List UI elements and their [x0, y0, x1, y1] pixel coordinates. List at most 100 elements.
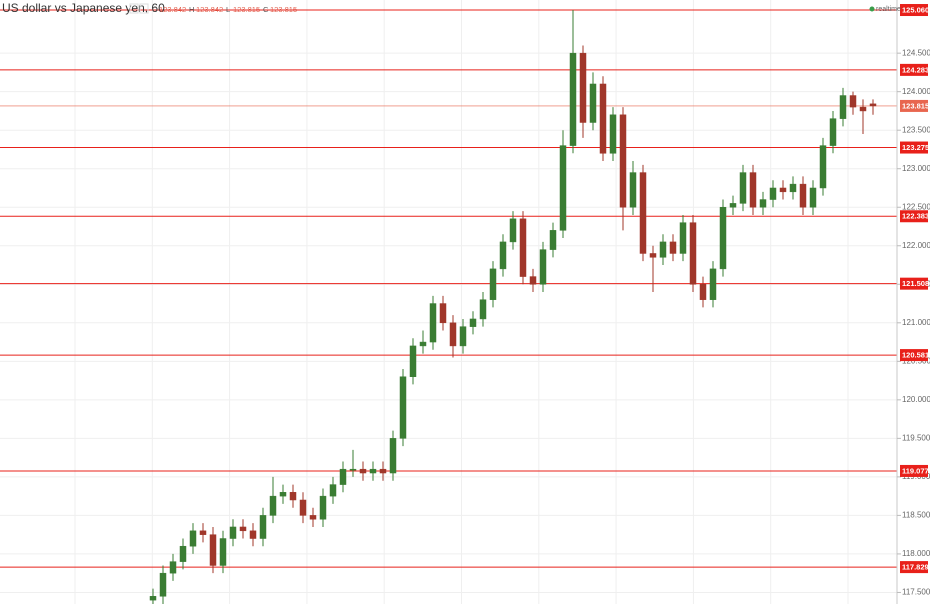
y-tick-label: 122.000	[902, 241, 930, 250]
candle-body	[779, 187, 787, 193]
y-tick-label: 119.500	[902, 433, 930, 442]
candle-body	[819, 145, 827, 189]
candle-body	[549, 230, 557, 250]
candle-body	[579, 52, 587, 123]
y-tick-label: 124.000	[902, 87, 930, 96]
y-tick-label: 123.500	[902, 125, 930, 134]
candle-body	[179, 545, 187, 562]
level-tag	[900, 4, 928, 17]
y-tick-label: 118.500	[902, 511, 930, 520]
candle-body	[209, 534, 217, 566]
candle-body	[789, 183, 797, 193]
candle-body	[379, 468, 387, 474]
candles	[149, 10, 877, 604]
candle-body	[519, 218, 527, 277]
y-tick-label: 124.500	[902, 48, 930, 57]
candle-body	[759, 199, 767, 208]
candle-body	[239, 526, 247, 532]
candle-body	[799, 183, 807, 208]
candle-body	[229, 526, 237, 539]
level-label: 120.581	[902, 351, 929, 360]
candle-body	[619, 114, 627, 208]
candle-body	[339, 468, 347, 485]
candle-body	[729, 203, 737, 208]
candle-body	[329, 484, 337, 497]
candle-body	[849, 95, 857, 108]
candle-body	[249, 530, 257, 539]
y-tick-label: 118.000	[902, 549, 930, 558]
y-tick-label: 122.500	[902, 202, 930, 211]
candle-body	[639, 172, 647, 254]
toolbar-icon[interactable]	[139, 3, 149, 14]
candle-body	[709, 268, 717, 300]
candle-body	[559, 145, 567, 231]
candle-body	[289, 492, 297, 501]
candle-body	[479, 299, 487, 320]
last-price-tag	[900, 99, 928, 112]
candle-body	[699, 284, 707, 300]
candle-body	[159, 572, 167, 597]
level-label: 125.060	[902, 5, 929, 14]
y-tick-label: 117.500	[902, 588, 930, 597]
level-tag	[900, 464, 928, 477]
ohlc-key: L	[226, 5, 230, 14]
ohlc-header: O 123.842 H 123.842 L 123.815 C 123.815	[152, 5, 297, 14]
candle-body	[149, 596, 157, 601]
candle-body	[839, 95, 847, 119]
candle-body	[749, 172, 757, 208]
chart-title: US dollar vs Japanese yen, 60	[2, 1, 165, 15]
candle-body	[199, 530, 207, 535]
candle-body	[649, 253, 657, 258]
ohlc-value: 123.815	[233, 5, 260, 14]
ohlc-value: 123.842	[196, 5, 223, 14]
level-label: 122.383	[902, 212, 929, 221]
candle-body	[279, 492, 287, 497]
status-dot	[869, 6, 875, 12]
level-tag	[900, 210, 928, 223]
grid	[0, 0, 897, 604]
ohlc-key: H	[189, 5, 194, 14]
candle-body	[409, 345, 417, 377]
candle-body	[509, 218, 517, 243]
candle-body	[599, 83, 607, 154]
level-tag	[900, 141, 928, 154]
y-tick-label: 120.000	[902, 395, 930, 404]
candle-body	[869, 103, 877, 107]
candle-body	[829, 118, 837, 146]
level-tag	[900, 561, 928, 574]
ohlc-value: 123.842	[159, 5, 186, 14]
toolbar-icon[interactable]	[129, 3, 139, 14]
ohlc-key: O	[152, 5, 158, 14]
y-tick-label: 123.000	[902, 164, 930, 173]
candle-body	[369, 468, 377, 474]
candle-body	[739, 172, 747, 204]
candle-body	[349, 468, 357, 471]
y-tick-label: 121.000	[902, 318, 930, 327]
level-label: 123.275	[902, 143, 929, 152]
candle-body	[529, 276, 537, 285]
level-tag	[900, 349, 928, 362]
candle-body	[219, 538, 227, 566]
candle-body	[679, 222, 687, 254]
candle-body	[319, 495, 327, 520]
level-label: 119.077	[902, 466, 929, 475]
level-label: 117.829	[902, 563, 929, 572]
ohlc-key: C	[263, 5, 269, 14]
candle-body	[809, 187, 817, 208]
candle-body	[169, 561, 177, 574]
candle-body	[669, 241, 677, 254]
last-price-label: 123.815	[902, 101, 929, 110]
candle-body	[459, 326, 467, 347]
candle-body	[859, 106, 867, 112]
candle-body	[269, 495, 277, 516]
candle-body	[719, 206, 727, 270]
levels	[0, 9, 897, 568]
level-tag	[900, 277, 928, 290]
candle-body	[439, 303, 447, 324]
candle-body	[569, 52, 577, 146]
candle-body	[589, 83, 597, 123]
candle-body	[629, 172, 637, 208]
candle-body	[659, 241, 667, 258]
